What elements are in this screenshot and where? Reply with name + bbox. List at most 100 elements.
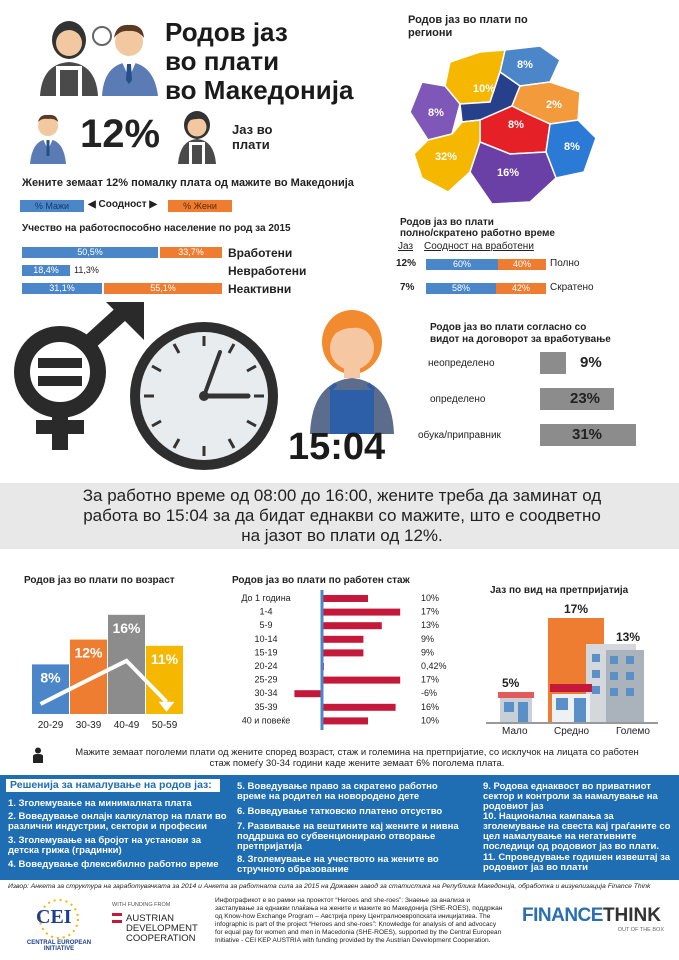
stazh-label-0: До 1 година: [241, 593, 290, 603]
cei-name: CEI: [36, 906, 72, 928]
age-value-20-29: 8%: [40, 669, 61, 685]
man-icon: [28, 112, 68, 164]
statement-line-3: на јазот во плати од 12%.: [241, 526, 443, 545]
austrian-line-1: AUSTRIAN: [126, 913, 175, 924]
legend: % Мажи ◀ Соодност ▶ % Жени: [20, 199, 232, 213]
regions-title-2: региони: [408, 27, 453, 39]
contract-label-0: неопределено: [428, 358, 495, 369]
stazh-chart: До 1 година 10% 1-4 17% 5-9 13% 10-14 9% 15-19 9%…: [226, 590, 466, 740]
stazh-value-8: 16%: [421, 702, 439, 712]
fulltime-gap-1: 7%: [400, 282, 415, 293]
financethink-logo: FINANCETHINK OUT OF THE BOX: [522, 905, 672, 941]
age-bar-30-39: [70, 639, 107, 714]
fulltime-chart: 12% 60% 40% Полно 7% 58% 42% Скратено: [396, 256, 616, 296]
stazh-bar-9: [322, 717, 368, 725]
stazh-title: Родов јаз во плати по работен стаж: [232, 575, 410, 586]
contract-value-0: 9%: [580, 354, 602, 371]
fulltime-label-0: Полно: [550, 258, 580, 269]
regions-title-1: Родов јаз во плати по: [408, 14, 528, 26]
funding-label: WITH FUNDING FROM: [112, 902, 171, 908]
stazh-value-1: 17%: [421, 607, 439, 617]
fulltime-title-1: Родов јаз во плати: [400, 217, 494, 228]
fulltime-women-bar-1: 42%: [496, 283, 546, 294]
header-illustration: [32, 18, 162, 96]
source-text: Извор: Анкета за структура на заработува…: [8, 883, 651, 890]
austrian-flag: [112, 913, 122, 923]
regions-map: 8% 10% 2% 8% 8% 8% 32% 16%: [400, 42, 615, 212]
financethink-2: THINK: [602, 905, 662, 926]
gap-label-2: плати: [232, 137, 270, 152]
stazh-label-8: 35-39: [254, 702, 277, 712]
woman-icon: [176, 110, 218, 164]
company-value-large: 13%: [616, 630, 641, 644]
fulltime-men-bar-1: 58%: [426, 283, 496, 294]
austrian-line-3: COOPERATION: [126, 933, 196, 944]
title-line-3: во Македонија: [165, 75, 354, 105]
fulltime-women-bar-0: 40%: [498, 259, 546, 270]
statement-line-2: работа во 15:04 за да бидат еднакви со м…: [83, 506, 601, 525]
stazh-value-7: -6%: [421, 688, 437, 698]
age-label-20-29: 20-29: [38, 720, 64, 731]
solutions-title: Решенија за намалување на родов јаз:: [6, 779, 220, 792]
age-label-50-59: 50-59: [152, 720, 178, 731]
stazh-label-6: 25-29: [254, 675, 277, 685]
austrian-logo: WITH FUNDING FROM AUSTRIAN DEVELOPMENT C…: [112, 902, 207, 954]
fulltime-col-ratio: Соодност на вработени: [424, 241, 534, 252]
note-line-1: Мажите земаат поголеми плати од жените с…: [75, 747, 639, 758]
clock-icon: [126, 318, 282, 474]
stazh-label-9: 40 и повеќе: [242, 715, 291, 725]
contract-title-1: Родов јаз во плати согласно со: [430, 322, 587, 333]
solution-7: 7. Развивање на вештините кај жените и н…: [237, 821, 459, 852]
stazh-label-7: 30-34: [254, 688, 277, 698]
participation-men-bar-0: 50,5%: [22, 247, 158, 258]
legend-men: % Мажи: [20, 200, 84, 212]
region-value-polog: 8%: [428, 107, 444, 119]
stazh-value-2: 13%: [421, 620, 439, 630]
stazh-chart-svg: До 1 година 10% 1-4 17% 5-9 13% 10-14 9% 15-19 9%…: [241, 590, 447, 730]
contract-label-1: определено: [430, 394, 486, 405]
left-arrow-icon: ◀: [88, 199, 96, 210]
participation-label-1: Невработени: [228, 264, 307, 278]
participation-label-0: Вработени: [228, 246, 293, 260]
solution-6: 6. Воведување татковско платено отсуство: [237, 806, 443, 817]
stazh-bar-6: [322, 676, 401, 684]
participation-title: Учество на работоспособно население по р…: [22, 223, 291, 234]
solution-2: 2. Воведување онлајн калкулатор на плати…: [8, 811, 227, 832]
contract-bar-2: [540, 424, 636, 446]
statement-text: За работно време од 08:00 до 16:00, жени…: [22, 486, 662, 546]
solution-8: 8. Зголемување на учеството на жените во…: [237, 854, 439, 875]
age-trend-line: [39, 658, 168, 706]
participation-men-bar-2: 31,1%: [22, 283, 102, 294]
age-chart: 8% 20-29 12% 30-39 16% 40-49 11% 50-59: [28, 590, 218, 740]
stazh-bar-0: [322, 595, 368, 602]
cei-full: CENTRAL EUROPEAN INITIATIVE: [26, 940, 92, 952]
financethink-1: FINANCE: [522, 905, 603, 926]
company-label-medium: Средно: [554, 726, 590, 737]
right-arrow-icon: ▶: [149, 199, 158, 210]
stazh-value-3: 9%: [421, 634, 434, 644]
participation-label-2: Неактивни: [228, 282, 292, 296]
stazh-label-3: 10-14: [254, 634, 277, 644]
solution-1: 1. Зголемување на минималната плата: [8, 798, 192, 809]
participation-women-bar-2: 55,1%: [104, 283, 222, 294]
stazh-bar-8: [322, 703, 396, 711]
stazh-bar-1: [322, 608, 401, 616]
company-title: Јаз по вид на претпријатија: [490, 585, 629, 596]
fulltime-men-bar-0: 60%: [426, 259, 498, 270]
statement-line-1: За работно време од 08:00 до 16:00, жени…: [82, 486, 602, 505]
region-value-pelagonia: 16%: [497, 167, 519, 179]
contract-value-2: 31%: [572, 426, 603, 443]
stazh-label-1: 1-4: [259, 607, 272, 617]
contract-value-1: 23%: [570, 390, 601, 407]
woman-worker-icon: [306, 308, 398, 434]
regions-title: Родов јаз во плати по региони: [408, 14, 528, 40]
participation-women-value-1: 11,3%: [74, 265, 99, 275]
fulltime-gap-0: 12%: [396, 258, 417, 269]
region-value-skopje: 10%: [473, 83, 495, 95]
participation-men-bar-1: 18,4%: [22, 265, 70, 276]
title-line-2: во плати: [165, 46, 280, 76]
solutions-panel: [0, 775, 679, 880]
title-line-1: Родов јаз: [165, 17, 288, 47]
age-chart-svg: 8% 20-29 12% 30-39 16% 40-49 11% 50-59: [32, 614, 183, 731]
clock-time: 15:04: [288, 426, 386, 468]
